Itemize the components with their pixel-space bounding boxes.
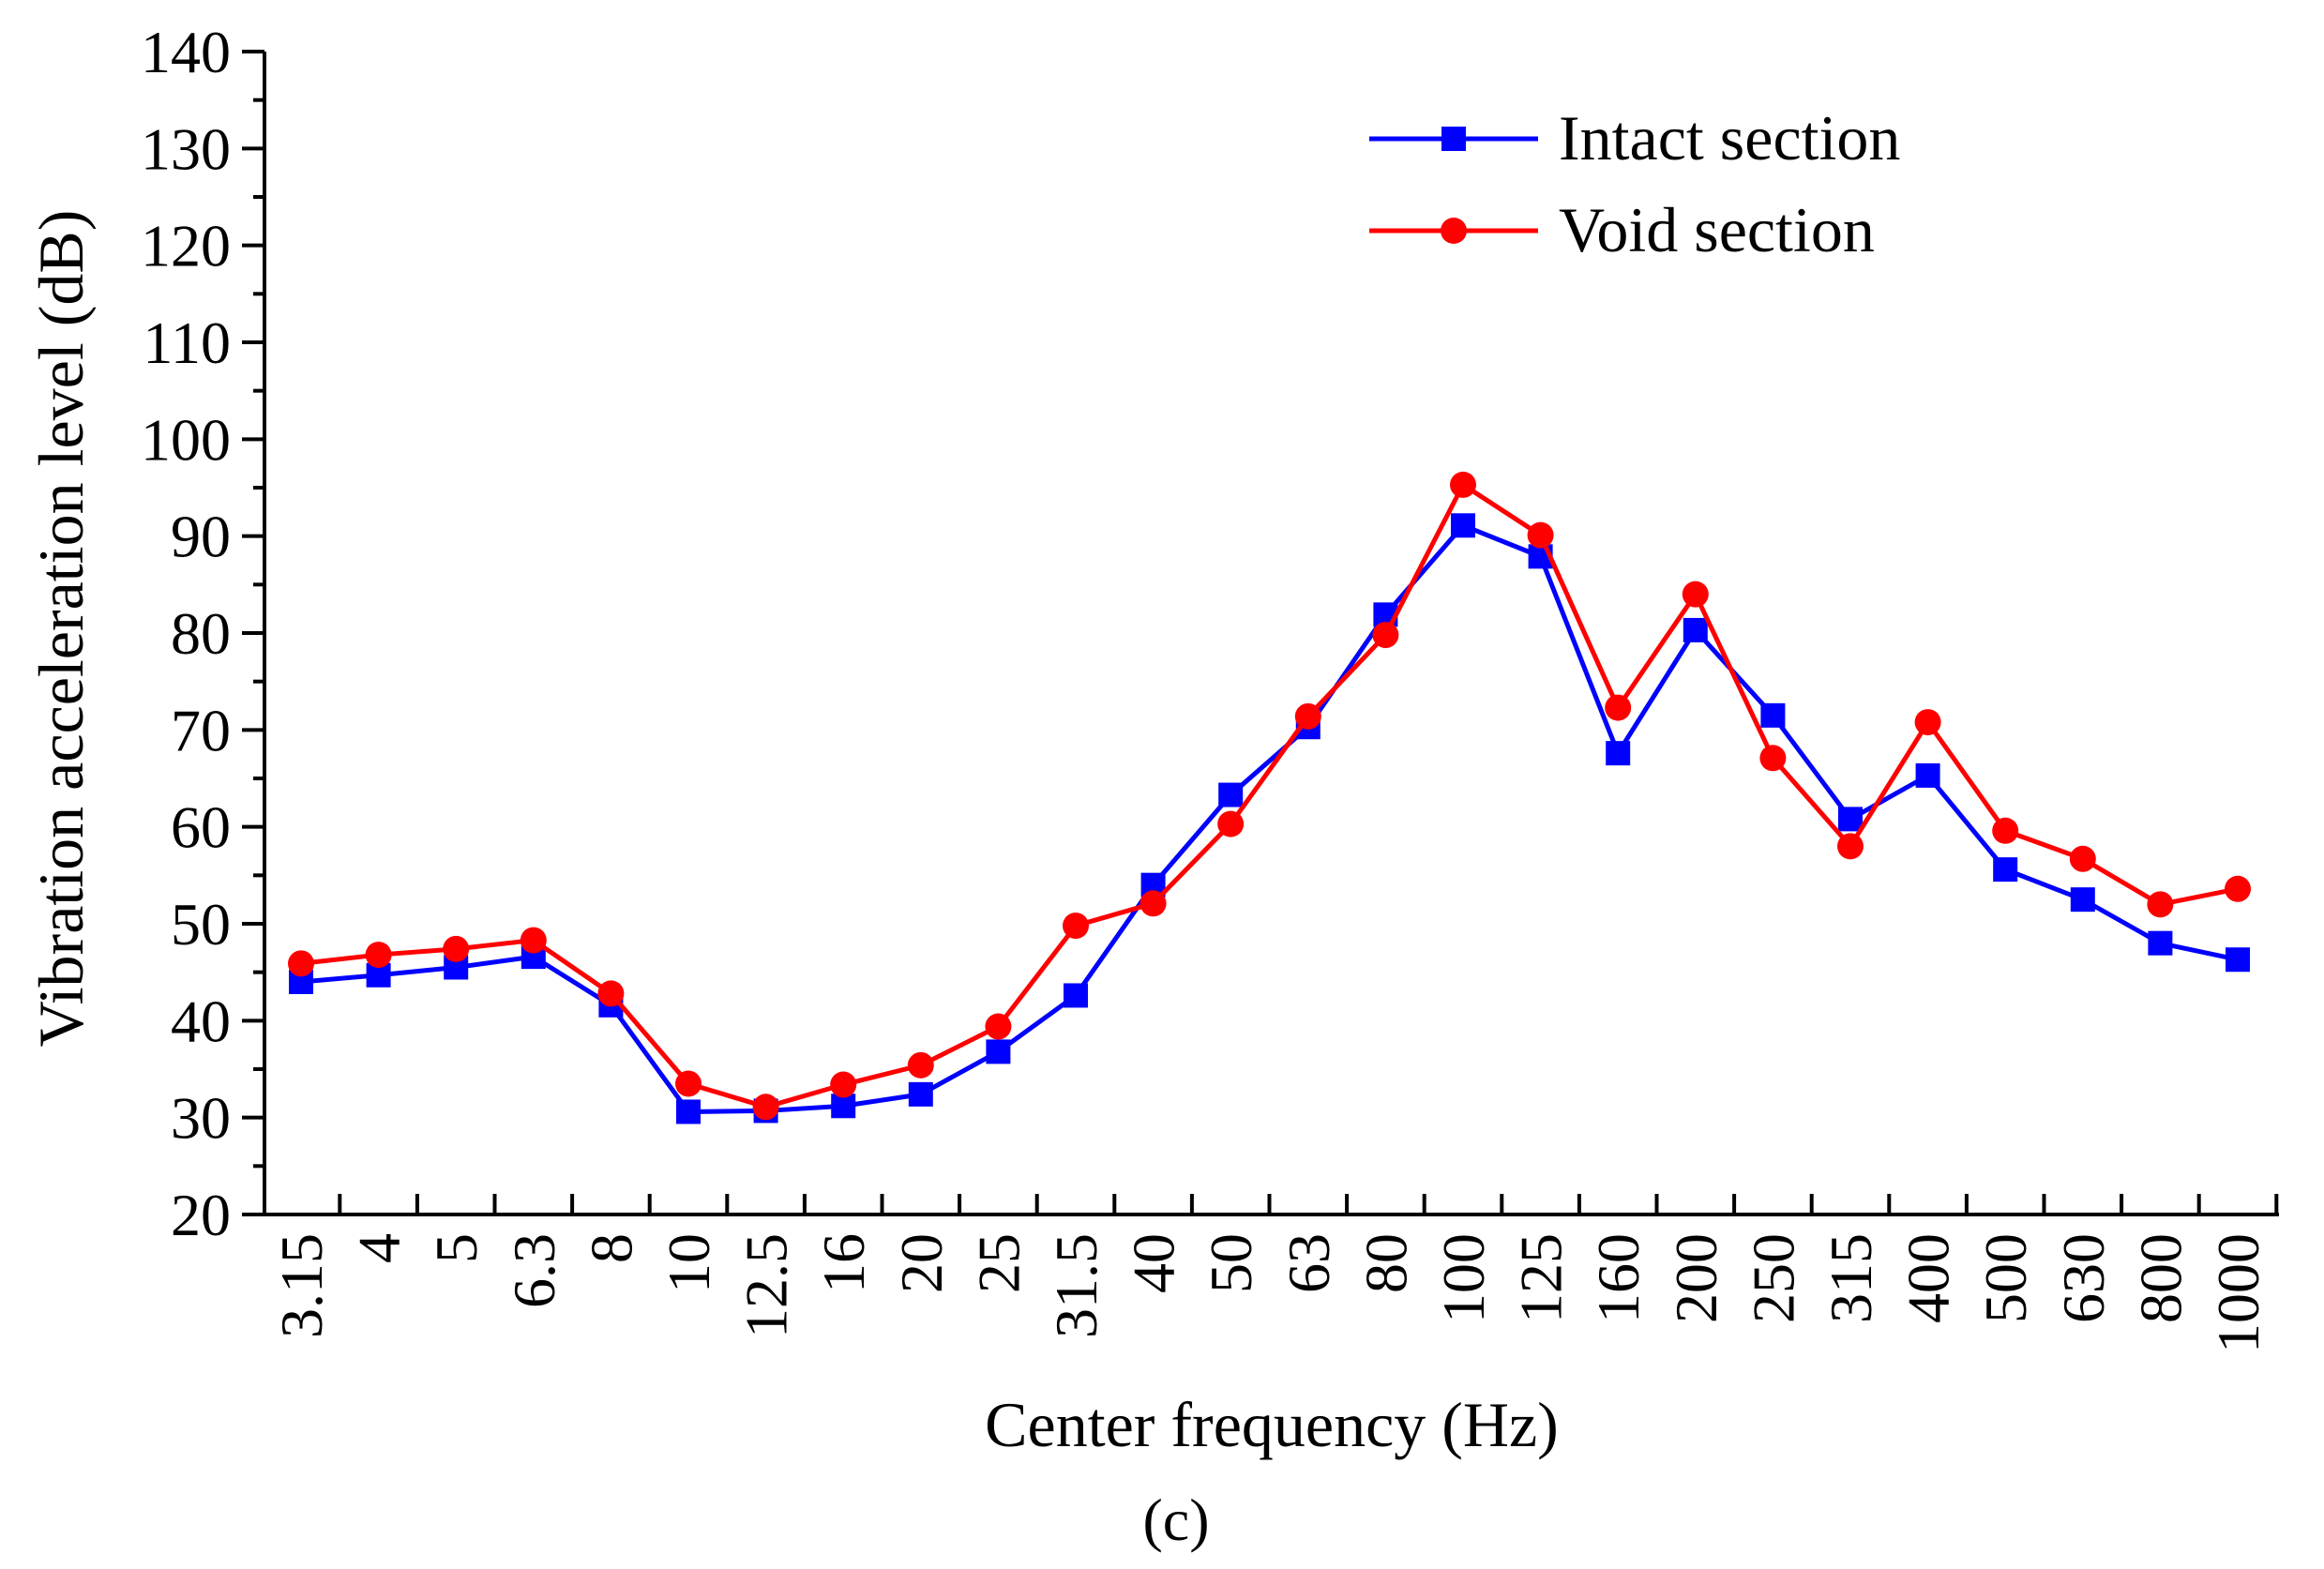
data-point (1063, 913, 1089, 940)
y-tick-label: 90 (171, 504, 231, 570)
data-point (1218, 782, 1244, 807)
y-tick-label: 110 (143, 309, 231, 376)
x-tick-label: 400 (1895, 1233, 1962, 1323)
data-point (986, 1039, 1011, 1064)
data-point (1915, 762, 1940, 788)
data-point (985, 1013, 1012, 1040)
x-tick-label: 10 (656, 1233, 722, 1293)
data-point (443, 935, 470, 962)
data-point (1527, 521, 1554, 549)
legend-item: Intact section (1369, 102, 1900, 173)
data-point (1606, 741, 1631, 766)
x-tick-label: 800 (2127, 1233, 2194, 1323)
x-tick-label: 20 (888, 1233, 955, 1293)
x-tick-label: 315 (1818, 1233, 1884, 1323)
y-axis-title: Vibration acceleration level (dB) (25, 210, 97, 1048)
data-point (2225, 875, 2251, 902)
data-point (1760, 702, 1786, 728)
data-point (1838, 807, 1863, 832)
data-point (520, 927, 547, 954)
x-tick-label: 200 (1663, 1233, 1729, 1323)
x-tick-label: 6.3 (501, 1233, 567, 1308)
x-tick-label: 630 (2050, 1233, 2117, 1323)
legend: Intact section Void section (1369, 102, 1900, 265)
legend-marker (1441, 218, 1467, 244)
x-tick-label: 250 (1740, 1233, 1806, 1323)
legend-item: Void section (1369, 194, 1875, 265)
data-point (675, 1070, 702, 1097)
series-void-section (288, 471, 2251, 1121)
data-point (676, 1099, 701, 1124)
panel-label: (c) (1142, 1486, 1209, 1553)
x-tick-label: 50 (1198, 1233, 1264, 1293)
data-point (830, 1071, 857, 1098)
series-intact-section (289, 513, 2250, 1124)
x-tick-label: 1000 (2205, 1233, 2271, 1353)
data-point (1837, 833, 1864, 860)
x-tick-label: 40 (1121, 1233, 1187, 1293)
data-point (1450, 471, 1476, 498)
data-point (831, 1094, 856, 1119)
x-tick-label: 160 (1585, 1233, 1652, 1323)
x-tick-label: 125 (1508, 1233, 1575, 1323)
y-tick-label: 50 (171, 891, 231, 958)
series-line (300, 522, 2239, 1114)
y-tick-label: 70 (171, 697, 231, 763)
legend-label: Intact section (1559, 102, 1900, 173)
x-tick-label: 500 (1972, 1233, 2039, 1323)
x-tick-label: 100 (1430, 1233, 1497, 1323)
x-tick-label: 12.5 (733, 1233, 800, 1338)
data-point (2147, 891, 2174, 918)
data-point (2070, 887, 2095, 913)
data-point (365, 942, 392, 969)
y-tick-label: 140 (141, 19, 231, 85)
data-point (2148, 930, 2173, 956)
x-tick-label: 8 (578, 1233, 644, 1263)
data-point (1993, 857, 2018, 883)
y-tick-label: 130 (141, 115, 231, 182)
data-point (752, 1094, 779, 1121)
data-point (1759, 745, 1787, 772)
data-point (2226, 947, 2250, 973)
data-point (1294, 702, 1321, 730)
data-point (1217, 810, 1245, 837)
y-tick-label: 80 (171, 600, 231, 667)
x-tick-label: 63 (1275, 1233, 1342, 1293)
data-point (288, 950, 314, 977)
data-point (1064, 983, 1088, 1008)
x-tick-label: 80 (1352, 1233, 1419, 1293)
data-point (1914, 709, 1941, 736)
data-point (907, 1051, 934, 1079)
data-point (1451, 513, 1475, 538)
x-tick-label: 16 (810, 1233, 877, 1293)
data-point (1682, 581, 1709, 608)
data-point (2069, 845, 2096, 872)
x-tick-label: 4 (346, 1233, 413, 1263)
data-point (597, 980, 625, 1007)
y-tick-label: 100 (141, 406, 231, 473)
y-tick-label: 30 (171, 1085, 231, 1152)
y-tick-label: 40 (171, 988, 231, 1054)
data-point (1992, 817, 2019, 844)
x-tick-label: 31.5 (1043, 1233, 1109, 1338)
x-tick-label: 5 (423, 1233, 490, 1263)
data-point (1372, 622, 1399, 649)
data-point (908, 1081, 933, 1107)
x-tick-label: 3.15 (268, 1233, 335, 1338)
y-tick-label: 60 (171, 794, 231, 861)
data-point (1683, 617, 1708, 642)
series-line (300, 482, 2239, 1109)
legend-label: Void section (1559, 194, 1875, 265)
x-axis-title: Center frequency (Hz) (985, 1389, 1559, 1460)
y-tick-label: 120 (141, 213, 231, 279)
data-point (1605, 694, 1632, 721)
data-point (1139, 890, 1167, 917)
series-layer (288, 471, 2251, 1124)
y-tick-label: 20 (171, 1182, 231, 1248)
x-tick-label: 25 (965, 1233, 1032, 1293)
legend-marker (1441, 127, 1466, 151)
